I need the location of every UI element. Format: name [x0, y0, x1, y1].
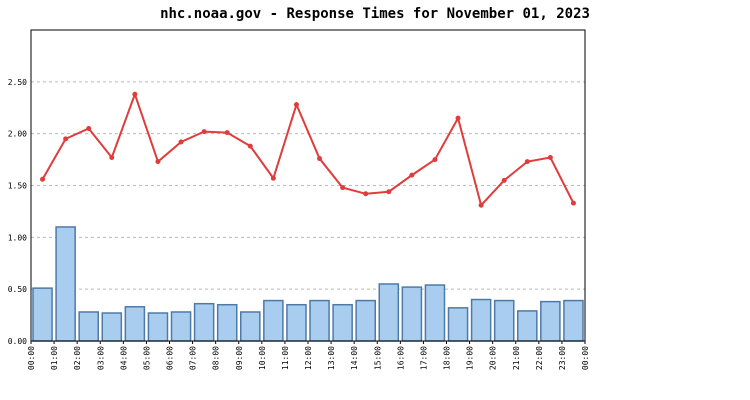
point — [201, 129, 207, 135]
y-tick-label: 2.00 — [8, 130, 27, 139]
bar — [55, 226, 76, 342]
x-tick-label: 03:00 — [96, 346, 105, 370]
point — [293, 102, 299, 108]
chart-title: nhc.noaa.gov - Response Times for Novemb… — [160, 6, 590, 22]
point — [432, 157, 438, 163]
bar — [101, 312, 123, 342]
x-tick-label: 08:00 — [212, 346, 221, 370]
point — [455, 115, 461, 121]
bar — [263, 299, 284, 342]
point — [109, 155, 115, 161]
x-tick-label: 01:00 — [50, 346, 59, 370]
x-tick-label: 18:00 — [443, 346, 452, 370]
bar — [309, 299, 330, 342]
bar — [424, 284, 446, 342]
bar — [517, 310, 538, 342]
y-tick-label: 0.50 — [8, 285, 27, 294]
x-tick-label: 19:00 — [466, 346, 475, 370]
x-tick-label: 04:00 — [119, 346, 128, 370]
x-tick-label: 07:00 — [189, 346, 198, 370]
line — [41, 91, 575, 208]
bar — [32, 287, 53, 342]
bar — [170, 311, 192, 342]
x-tick-label: 02:00 — [73, 346, 82, 370]
bar — [216, 303, 238, 342]
x-tick-label: 14:00 — [350, 346, 359, 370]
x-tick-label: 15:00 — [373, 346, 382, 370]
x-tick-label: 09:00 — [235, 346, 244, 370]
y-tick-label: 1.00 — [8, 233, 27, 242]
y-tick-label: 2.50 — [8, 78, 27, 87]
bar — [540, 300, 561, 342]
bar — [124, 306, 146, 342]
x-tick-label: 16:00 — [396, 346, 405, 370]
x-tick-label: 06:00 — [166, 346, 175, 370]
x-tick-label: 11:00 — [281, 346, 290, 370]
bar — [355, 299, 376, 342]
point — [340, 185, 346, 191]
point — [409, 172, 415, 178]
point — [363, 191, 369, 197]
x-tick-label: 17:00 — [419, 346, 428, 370]
point — [478, 202, 484, 208]
point — [178, 139, 184, 145]
bar — [470, 298, 492, 342]
y-tick-label: 0.00 — [8, 337, 27, 346]
bar — [286, 303, 307, 342]
x-tick-label: 23:00 — [558, 346, 567, 370]
point — [247, 143, 253, 149]
bar — [493, 299, 515, 342]
x-tick-label: 12:00 — [304, 346, 313, 370]
x-tick-label: 21:00 — [512, 346, 521, 370]
point — [270, 175, 276, 181]
point — [86, 125, 92, 131]
point — [501, 177, 507, 183]
point — [570, 200, 576, 206]
bar — [378, 283, 400, 342]
x-tick-label: 22:00 — [535, 346, 544, 370]
x-tick-label: 20:00 — [489, 346, 498, 370]
bar — [563, 299, 584, 342]
point — [155, 159, 161, 165]
x-tick-label: 00:00 — [581, 346, 590, 370]
bar — [147, 312, 169, 342]
point — [524, 159, 530, 165]
bar — [332, 303, 353, 342]
plot-border — [30, 29, 586, 342]
point — [386, 189, 392, 195]
point — [63, 136, 69, 142]
point — [40, 176, 46, 182]
bar — [240, 311, 261, 342]
x-tick-label: 10:00 — [258, 346, 267, 370]
point — [317, 156, 323, 162]
x-tick-label: 00:00 — [27, 346, 36, 370]
x-tick-label: 05:00 — [142, 346, 151, 370]
point — [547, 155, 553, 161]
y-tick-label: 1.50 — [8, 182, 27, 191]
bar — [401, 286, 423, 342]
bar — [193, 302, 215, 342]
bar — [78, 311, 99, 342]
point — [224, 130, 230, 136]
x-tick-label: 13:00 — [327, 346, 336, 370]
point — [132, 91, 138, 97]
bar — [447, 307, 469, 342]
